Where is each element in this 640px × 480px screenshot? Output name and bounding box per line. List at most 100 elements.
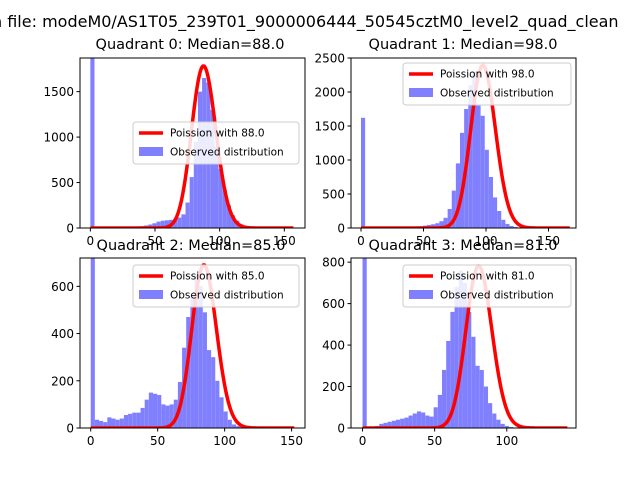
subplot-quadrant-3: 0 50 100 0 200 400 600 800 Quadrant 3: Median=81… <box>322 238 577 448</box>
histogram-bar <box>215 380 220 428</box>
histogram-bar <box>169 404 174 428</box>
histogram-bar <box>400 418 405 428</box>
histogram-bar <box>500 423 505 428</box>
y-tick-label: 1000 <box>314 154 345 168</box>
histogram-bar <box>152 223 157 228</box>
legend-observed-label: Observed distribution <box>440 290 554 302</box>
histogram-bar <box>471 336 476 428</box>
histogram-bar <box>383 422 388 428</box>
suptitle: n file: modeM0/AS1T05_239T01_9000006444_… <box>0 12 619 32</box>
x-tick-label: 100 <box>495 434 518 448</box>
histogram-bar <box>231 424 237 428</box>
histogram-bar <box>509 225 514 228</box>
histogram-bar <box>157 394 162 428</box>
y-tick-label: 1500 <box>43 85 74 99</box>
histogram-bar <box>391 420 396 428</box>
legend-observed-swatch <box>139 290 163 299</box>
histogram-bar <box>484 149 489 228</box>
histogram-bar <box>480 115 485 228</box>
y-tick-label: 0 <box>337 222 345 236</box>
x-tick-label: 50 <box>147 234 162 248</box>
histogram-bar <box>206 350 212 428</box>
histogram-bar <box>488 403 493 428</box>
histogram-bar <box>421 412 426 428</box>
axes-frame <box>79 57 306 229</box>
histogram-bar <box>501 219 506 228</box>
y-tick-label: 1000 <box>43 131 74 145</box>
histogram-bar <box>222 189 227 228</box>
histogram-bar <box>190 295 195 428</box>
histogram-bar <box>214 146 219 228</box>
legend-observed-swatch <box>409 88 433 97</box>
histogram-bar <box>379 423 384 428</box>
histogram-bar <box>198 286 203 428</box>
histogram-bar <box>447 208 452 228</box>
histogram-bar <box>460 132 465 228</box>
y-tick-label: 0 <box>66 222 74 236</box>
x-tick-label: 100 <box>213 434 236 448</box>
histogram-bar <box>505 223 510 228</box>
histogram-bar <box>450 311 455 428</box>
histogram-bar <box>90 58 95 228</box>
legend-observed-label: Observed distribution <box>440 88 554 100</box>
legend-box <box>132 121 300 165</box>
histogram-bar <box>115 419 120 428</box>
histogram-bar <box>362 258 367 428</box>
histogram-bar <box>475 365 480 428</box>
histogram-bar <box>193 141 198 228</box>
histogram-bar <box>177 217 182 228</box>
histogram-bar <box>165 405 170 428</box>
histogram-bar <box>99 420 104 428</box>
histogram-bar <box>412 413 417 428</box>
x-tick-label: 0 <box>359 434 367 448</box>
histogram-bar <box>144 399 149 428</box>
histogram-bar <box>94 419 100 428</box>
x-tick-label: 150 <box>537 234 560 248</box>
histogram-bar <box>156 221 161 228</box>
x-tick-label: 100 <box>208 234 231 248</box>
x-tick-label: 50 <box>150 434 165 448</box>
x-tick-label: 50 <box>427 434 442 448</box>
histogram-bar <box>128 413 133 428</box>
histogram-bar <box>140 407 145 428</box>
histogram-bar <box>231 215 236 228</box>
histogram-bar <box>161 404 166 428</box>
histogram-bar <box>408 415 413 428</box>
y-tick-label: 600 <box>322 297 345 311</box>
histogram-bar <box>496 419 501 428</box>
histogram-bar <box>103 422 108 428</box>
legend-observed-swatch <box>139 147 163 156</box>
histogram-bar <box>508 426 514 428</box>
histogram-bar <box>189 177 194 228</box>
histogram-bar <box>467 311 472 428</box>
histogram-bar <box>468 85 473 228</box>
histogram-bar <box>186 317 191 428</box>
histogram-bar <box>181 214 186 228</box>
histogram-bar <box>210 109 215 228</box>
legend-fit-label: Poission with 85.0 <box>170 271 265 283</box>
y-tick-label: 500 <box>322 188 345 202</box>
histogram-bar <box>443 217 448 228</box>
plot-area <box>359 63 571 228</box>
y-tick-label: 2000 <box>314 86 345 100</box>
histogram-bar <box>173 218 178 228</box>
y-tick-label: 0 <box>66 422 74 436</box>
histogram-bar <box>504 425 509 428</box>
subplot-quadrant-2: 0 50 100 150 0 200 400 600 Quadrant 2: Median=85… <box>51 238 306 448</box>
legend-fit-label: Poission with 98.0 <box>440 69 535 81</box>
histogram-bar <box>439 221 444 228</box>
histogram-bar <box>236 426 241 428</box>
legend-box <box>402 264 572 308</box>
subplot-title: Quadrant 0: Median=88.0 <box>96 37 285 53</box>
histogram-bar <box>211 357 216 428</box>
histogram-bar <box>488 177 493 228</box>
histogram-bar <box>455 163 460 228</box>
histogram-bar <box>476 105 481 228</box>
histogram-bar <box>152 393 158 428</box>
histogram-bar <box>223 411 228 428</box>
histogram-bar <box>387 421 392 428</box>
axes-frame <box>350 257 577 429</box>
